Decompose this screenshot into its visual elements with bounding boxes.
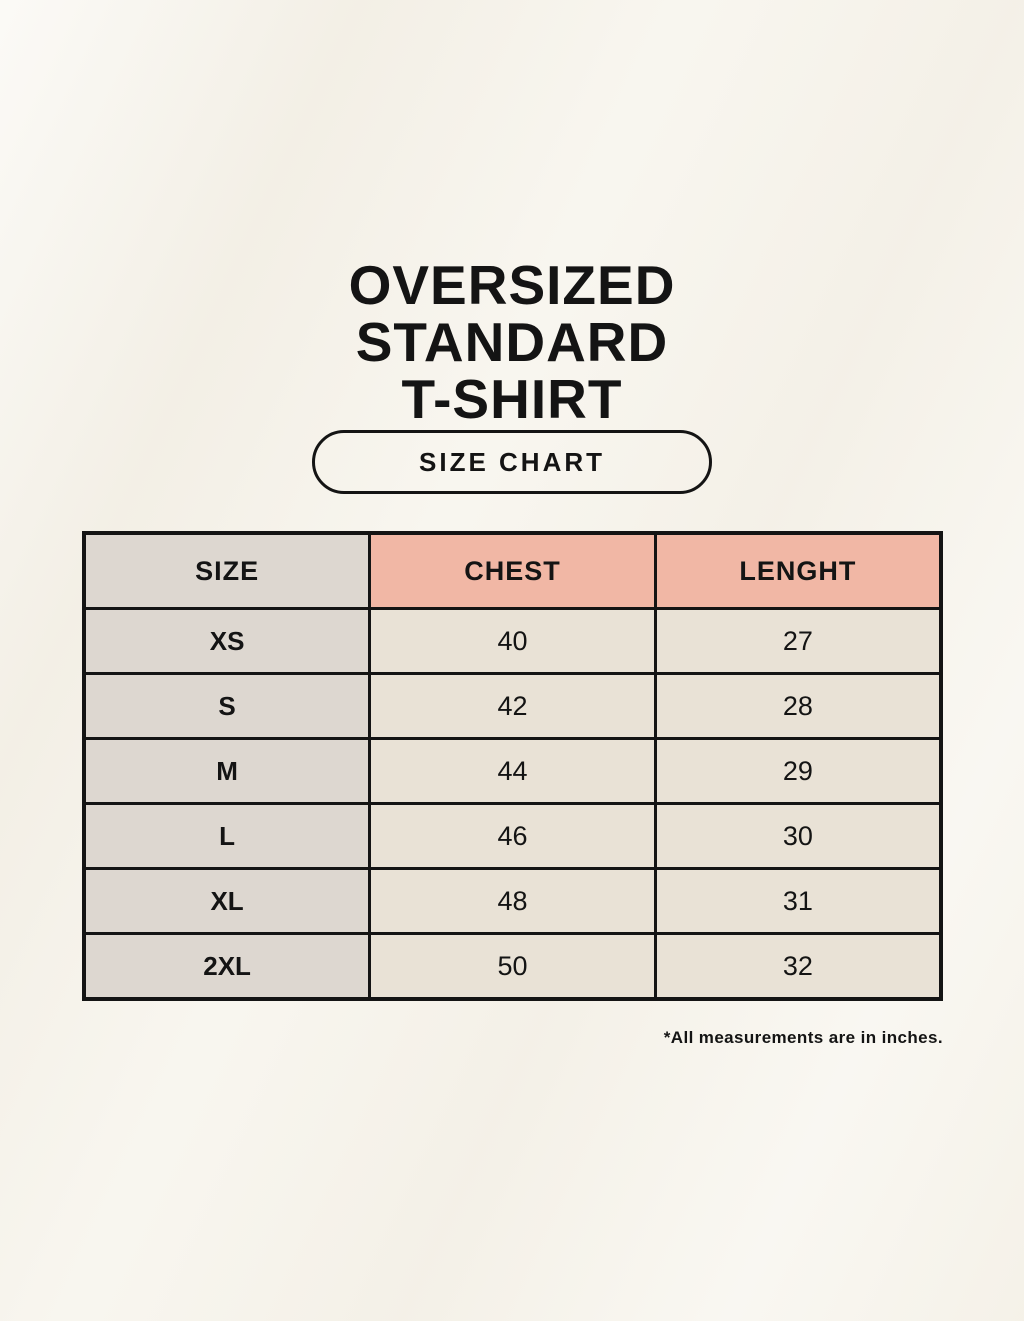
size-label: M — [82, 737, 372, 805]
col-header-length: LENGHT — [653, 531, 943, 610]
length-value: 31 — [653, 867, 943, 935]
size-label: XL — [82, 867, 372, 935]
col-header-size: SIZE — [82, 531, 372, 610]
table-row-xs: XS 40 27 — [82, 607, 943, 675]
table-row-m: M 44 29 — [82, 737, 943, 805]
length-value: 32 — [653, 932, 943, 1001]
chest-value: 40 — [368, 607, 657, 675]
size-label: XS — [82, 607, 372, 675]
size-table-header: SIZE CHEST LENGHT — [82, 531, 943, 610]
chest-value: 44 — [368, 737, 657, 805]
product-title: OVERSIZED STANDARD T-SHIRT — [0, 253, 1024, 430]
product-title-line-3: T-SHIRT — [401, 367, 623, 430]
length-value: 28 — [653, 672, 943, 740]
product-title-line-1: OVERSIZED — [348, 253, 676, 316]
size-label: L — [82, 802, 372, 870]
chest-value: 46 — [368, 802, 657, 870]
chest-value: 50 — [368, 932, 657, 1001]
length-value: 29 — [653, 737, 943, 805]
size-table: SIZE CHEST LENGHT XS 40 27 S 42 28 M 44 … — [82, 531, 943, 1001]
size-table-body: XS 40 27 S 42 28 M 44 29 L 46 30 XL 48 3… — [82, 607, 943, 1001]
col-header-chest: CHEST — [368, 531, 657, 610]
table-row-s: S 42 28 — [82, 672, 943, 740]
product-title-line-2: STANDARD — [355, 310, 669, 373]
table-row-xl: XL 48 31 — [82, 867, 943, 935]
measurements-note: *All measurements are in inches. — [663, 1028, 943, 1047]
size-chart-button-label: SIZE CHART — [419, 446, 605, 477]
table-row-2xl: 2XL 50 32 — [82, 932, 943, 1001]
length-value: 30 — [653, 802, 943, 870]
header-row: SIZE CHEST LENGHT — [82, 531, 943, 610]
chest-value: 48 — [368, 867, 657, 935]
size-chart-button[interactable]: SIZE CHART — [312, 430, 712, 494]
table-row-l: L 46 30 — [82, 802, 943, 870]
size-label: S — [82, 672, 372, 740]
size-label: 2XL — [82, 932, 372, 1001]
length-value: 27 — [653, 607, 943, 675]
chest-value: 42 — [368, 672, 657, 740]
